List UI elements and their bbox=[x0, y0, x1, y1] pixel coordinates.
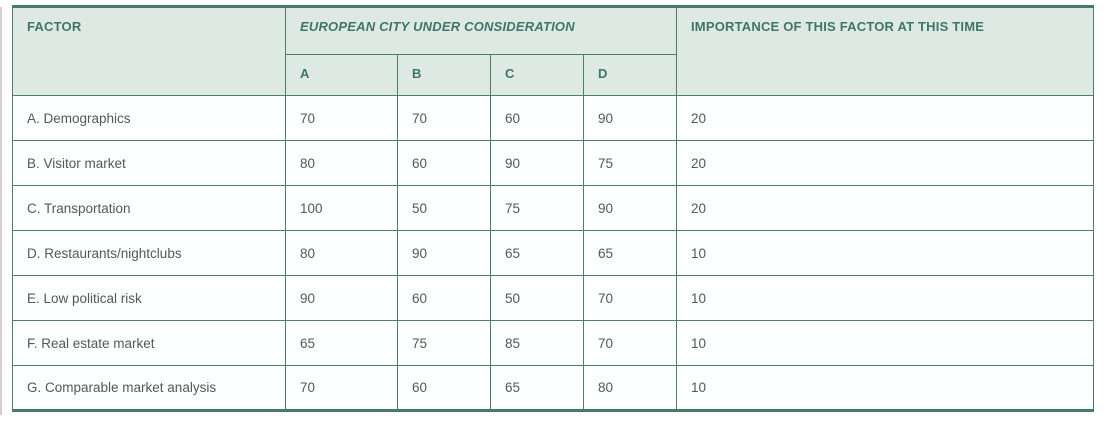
score-cell-a: 90 bbox=[285, 275, 398, 321]
factor-cell: C. Transportation bbox=[12, 185, 286, 231]
score-cell-b: 60 bbox=[397, 140, 491, 186]
importance-cell: 10 bbox=[676, 230, 1094, 276]
score-cell-a: 65 bbox=[285, 320, 398, 366]
score-cell-b: 50 bbox=[397, 185, 491, 231]
column-header-factor: FACTOR bbox=[12, 6, 286, 96]
importance-cell: 10 bbox=[676, 320, 1094, 366]
importance-cell: 20 bbox=[676, 185, 1094, 231]
score-cell-c: 65 bbox=[490, 230, 584, 276]
score-cell-d: 70 bbox=[583, 320, 677, 366]
table-row: D. Restaurants/nightclubs 80 90 65 65 10 bbox=[12, 230, 1094, 276]
score-cell-b: 60 bbox=[397, 365, 491, 411]
column-header-city-c: C bbox=[490, 54, 584, 96]
table-row: A. Demographics 70 70 60 90 20 bbox=[12, 95, 1094, 141]
score-cell-a: 70 bbox=[285, 95, 398, 141]
importance-cell: 20 bbox=[676, 140, 1094, 186]
score-cell-a: 80 bbox=[285, 140, 398, 186]
table-row: F. Real estate market 65 75 85 70 10 bbox=[12, 320, 1094, 366]
score-cell-a: 80 bbox=[285, 230, 398, 276]
score-cell-b: 70 bbox=[397, 95, 491, 141]
importance-cell: 10 bbox=[676, 275, 1094, 321]
column-header-city-b: B bbox=[397, 54, 491, 96]
decision-matrix-table: FACTOR EUROPEAN CITY UNDER CONSIDERATION… bbox=[12, 5, 1094, 412]
importance-cell: 10 bbox=[676, 365, 1094, 411]
score-cell-d: 70 bbox=[583, 275, 677, 321]
table-row: G. Comparable market analysis 70 60 65 8… bbox=[12, 365, 1094, 411]
score-cell-d: 90 bbox=[583, 95, 677, 141]
score-cell-a: 70 bbox=[285, 365, 398, 411]
table-row: C. Transportation 100 50 75 90 20 bbox=[12, 185, 1094, 231]
score-cell-c: 85 bbox=[490, 320, 584, 366]
column-header-city-d: D bbox=[583, 54, 677, 96]
score-cell-b: 90 bbox=[397, 230, 491, 276]
score-cell-d: 75 bbox=[583, 140, 677, 186]
column-header-city-group: EUROPEAN CITY UNDER CONSIDERATION bbox=[285, 6, 677, 55]
score-cell-a: 100 bbox=[285, 185, 398, 231]
score-cell-c: 50 bbox=[490, 275, 584, 321]
header-row-top: FACTOR EUROPEAN CITY UNDER CONSIDERATION… bbox=[12, 6, 1094, 96]
factor-cell: G. Comparable market analysis bbox=[12, 365, 286, 411]
score-cell-b: 75 bbox=[397, 320, 491, 366]
factor-cell: E. Low political risk bbox=[12, 275, 286, 321]
column-header-importance: IMPORTANCE OF THIS FACTOR AT THIS TIME bbox=[676, 6, 1094, 96]
score-cell-d: 80 bbox=[583, 365, 677, 411]
score-cell-b: 60 bbox=[397, 275, 491, 321]
score-cell-c: 75 bbox=[490, 185, 584, 231]
factor-cell: F. Real estate market bbox=[12, 320, 286, 366]
column-header-city-a: A bbox=[285, 54, 398, 96]
importance-cell: 20 bbox=[676, 95, 1094, 141]
table-row: E. Low political risk 90 60 50 70 10 bbox=[12, 275, 1094, 321]
page-edge-line bbox=[0, 7, 2, 415]
score-cell-d: 90 bbox=[583, 185, 677, 231]
table-row: B. Visitor market 80 60 90 75 20 bbox=[12, 140, 1094, 186]
score-cell-c: 60 bbox=[490, 95, 584, 141]
score-cell-c: 90 bbox=[490, 140, 584, 186]
factor-cell: A. Demographics bbox=[12, 95, 286, 141]
factor-cell: B. Visitor market bbox=[12, 140, 286, 186]
factor-cell: D. Restaurants/nightclubs bbox=[12, 230, 286, 276]
score-cell-c: 65 bbox=[490, 365, 584, 411]
score-cell-d: 65 bbox=[583, 230, 677, 276]
